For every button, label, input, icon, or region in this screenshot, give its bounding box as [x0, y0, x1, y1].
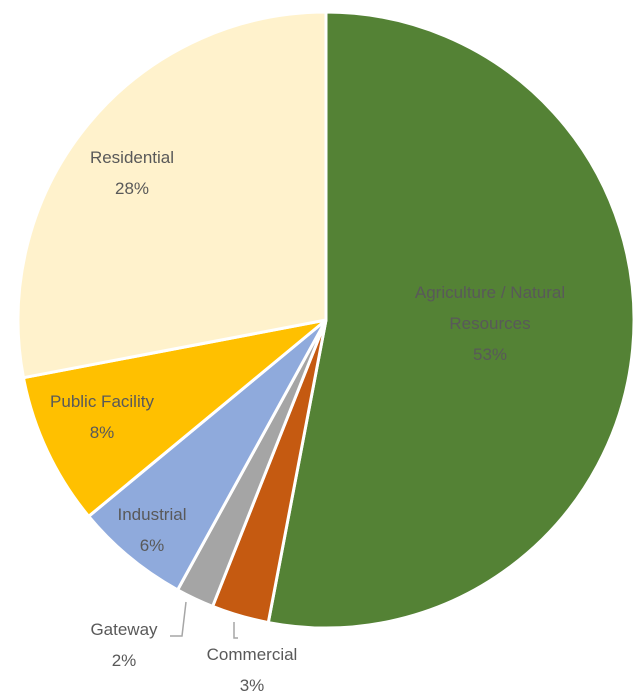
label-residential: Residential 28% — [90, 148, 174, 198]
value-label-gateway: 2% — [112, 651, 137, 670]
slice-public-facility — [21, 318, 328, 518]
category-label-industrial: Industrial — [118, 505, 187, 524]
label-public-facility: Public Facility 8% — [50, 392, 154, 442]
value-label-residential: 28% — [115, 179, 149, 198]
slice-agriculture-natural-resources — [266, 10, 634, 630]
label-leader-lines — [170, 601, 238, 639]
pie-slices — [16, 10, 634, 630]
label-agriculture-natural-resources: Agriculture / Natural Resources 53% — [415, 283, 565, 364]
value-label-agriculture-natural-resources: 53% — [473, 345, 507, 364]
category-label-agriculture-natural-resources: Agriculture / Natural — [415, 283, 565, 302]
category-label-gateway: Gateway — [90, 620, 158, 639]
label-industrial: Industrial 6% — [118, 505, 187, 555]
leader-line-commercial — [233, 622, 238, 639]
leader-line-gateway — [170, 601, 187, 637]
category-label-residential: Residential — [90, 148, 174, 167]
label-gateway: Gateway 2% — [90, 620, 158, 670]
slice-residential — [16, 10, 328, 380]
value-label-commercial: 3% — [240, 676, 265, 695]
value-label-industrial: 6% — [140, 536, 165, 555]
slice-labels: Agriculture / Natural Resources 53% Commerc… — [50, 148, 565, 695]
category-label-public-facility: Public Facility — [50, 392, 154, 411]
value-label-public-facility: 8% — [90, 423, 115, 442]
category-label-agriculture-natural-resources: Resources — [449, 314, 530, 333]
category-label-commercial: Commercial — [207, 645, 298, 664]
label-commercial: Commercial 3% — [207, 645, 298, 695]
